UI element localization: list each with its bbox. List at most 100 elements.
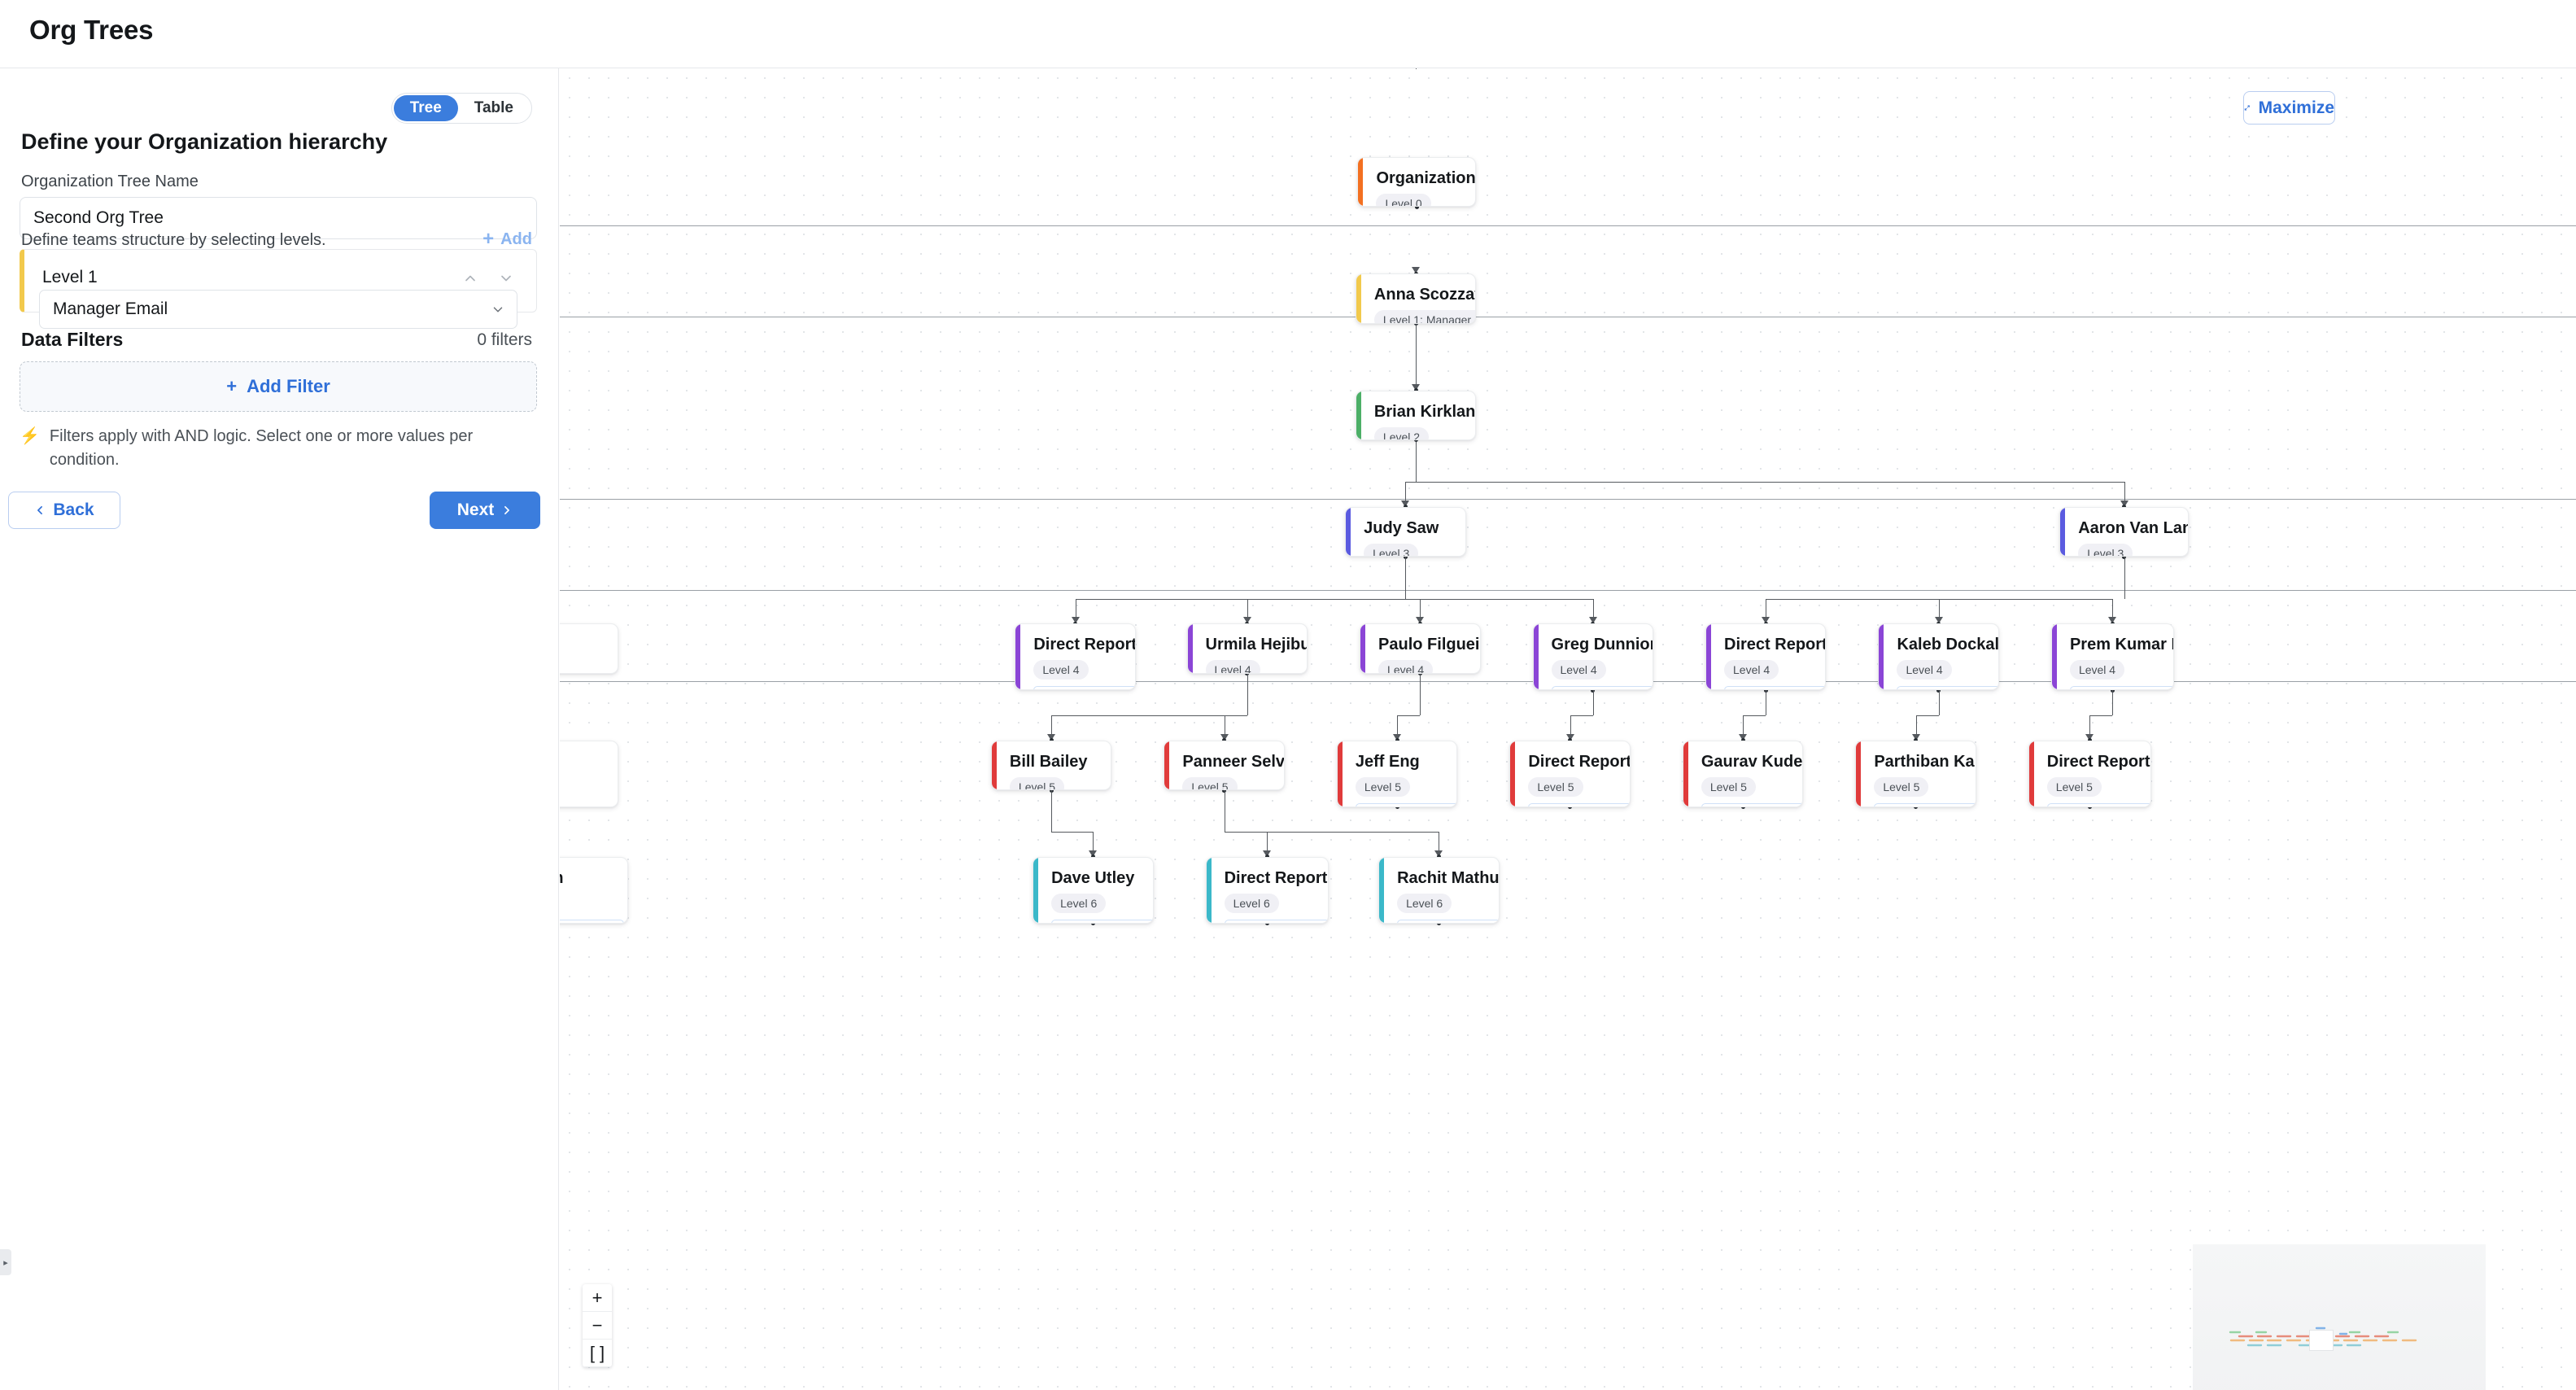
org-node-clipped[interactable]: slam 👥0 me (560, 856, 629, 924)
add-level-label: Add (500, 229, 532, 248)
view-members-button[interactable]: 👥View 8 members (1355, 802, 1457, 806)
move-level-down-button[interactable] (494, 266, 518, 291)
org-node[interactable]: Prem Kumar Kashi... Level 4 👥View 38 membe… (2050, 623, 2174, 691)
tab-tree[interactable]: Tree (393, 95, 458, 121)
node-name: Dave Utley (1051, 868, 1135, 887)
org-node[interactable]: Anna Scozzafava Level 1: Manager Email (1355, 273, 1477, 324)
node-name: Brian Kirkland (1373, 402, 1477, 421)
org-node[interactable]: Greg Dunnion Level 4 👥View 8 members (1532, 623, 1653, 691)
connector-line (1915, 715, 1939, 716)
level-field-value: Manager Email (53, 299, 168, 318)
view-members-button[interactable]: 👥0 me (560, 919, 624, 923)
node-name: Parthiban Karunan... (1874, 752, 1975, 771)
level-field-select[interactable]: Manager Email (39, 290, 517, 329)
connector-arrow (1434, 850, 1443, 857)
add-filter-button[interactable]: + Add Filter (20, 361, 537, 412)
connector-line (1416, 68, 1417, 69)
view-members-button[interactable]: 👥View 4 members (1701, 802, 1803, 806)
collapse-sidebar-handle[interactable]: ▸ (0, 1249, 11, 1275)
org-node[interactable]: Judy Saw Level 3 (1345, 506, 1466, 557)
view-members-button[interactable]: 👥View 17 members (1724, 686, 1826, 690)
connector-line (1592, 598, 1594, 624)
view-members-button[interactable]: 👥View 11 members (1397, 919, 1499, 923)
org-node[interactable]: Jeff Eng Level 5 👥View 8 members (1336, 740, 1458, 807)
node-accent-bar (1346, 507, 1351, 557)
node-level-badge: Level 4 (1378, 660, 1434, 673)
org-node[interactable]: Direct Reports of P... Level 6 👥View 24 me… (1205, 856, 1329, 924)
tree-name-input[interactable] (20, 197, 537, 239)
connector-line (1247, 598, 1248, 624)
connector-arrow (1739, 733, 1748, 741)
connector-line (1051, 832, 1094, 833)
node-level-badge: Level 6 (1397, 893, 1452, 913)
connector-arrow (1242, 617, 1251, 624)
connector-line (2124, 557, 2125, 599)
zoom-in-button[interactable]: + (583, 1284, 612, 1312)
filters-note: ⚡ Filters apply with AND logic. Select o… (20, 425, 524, 472)
connector-line (1405, 482, 1407, 507)
org-node[interactable]: Dave Utley Level 6 👥View 9 members (1033, 856, 1154, 924)
connector-line (1051, 715, 1247, 716)
org-node[interactable]: Direct Reports of P... Level 5 👥View 15 me… (2028, 740, 2151, 807)
chevron-left-icon (37, 505, 43, 515)
connector-line (1397, 715, 1421, 716)
view-members-button[interactable]: 👥View 8 members (1551, 686, 1653, 690)
node-accent-bar (1510, 741, 1516, 806)
view-members-button[interactable]: 👥View 38 members (2069, 686, 2173, 690)
connector-line (1743, 715, 1766, 716)
add-level-button[interactable]: + Add (482, 229, 532, 249)
connector-line (2124, 482, 2125, 507)
zoom-out-button[interactable]: − (583, 1312, 612, 1340)
next-button[interactable]: Next (430, 492, 540, 529)
connector-line (1938, 690, 1940, 715)
view-members-button[interactable]: 👥View 8 members (1528, 802, 1630, 806)
org-node-clipped[interactable] (560, 740, 618, 807)
org-node[interactable]: Direct Reports of ... Level 4 👥View 17 mem… (1705, 623, 1827, 691)
org-node[interactable]: Aaron Van Langen Level 3 (2059, 506, 2189, 557)
view-members-button[interactable]: 👥View 2 members (1033, 686, 1135, 690)
node-level-badge: Level 3 (1364, 543, 1419, 557)
node-accent-bar (1856, 741, 1862, 806)
view-members-button[interactable]: 👥View 9 members (1051, 919, 1153, 923)
connector-line (1224, 715, 1247, 716)
org-node[interactable]: Rachit Mathur Level 6 👥View 11 members (1378, 856, 1500, 924)
view-members-button[interactable]: 👥View 24 members (1897, 686, 1998, 690)
org-node[interactable]: Paulo Filgueira Level 4 (1360, 623, 1481, 674)
node-accent-bar (1706, 624, 1711, 690)
node-name: Kaleb Dockall (1897, 636, 1999, 654)
org-node[interactable]: Kaleb Dockall Level 4 👥View 24 members (1878, 623, 1999, 691)
org-node[interactable]: Brian Kirkland Level 2 (1355, 390, 1477, 440)
sidebar-panel: Tree Table Define your Organization hier… (0, 68, 559, 1390)
data-filters-title: Data Filters (21, 329, 124, 350)
org-node[interactable]: Gaurav Kudesiya Level 5 👥View 4 members (1682, 740, 1804, 807)
node-accent-bar (1356, 274, 1361, 323)
connector-arrow (1762, 617, 1770, 624)
node-accent-bar (1379, 857, 1385, 923)
minimap[interactable] (2193, 1244, 2486, 1390)
org-node[interactable]: Direct Reports of ... Level 5 👥View 8 memb… (1509, 740, 1631, 807)
zoom-fit-button[interactable]: [ ] (583, 1340, 612, 1367)
node-accent-bar (1683, 741, 1688, 806)
move-level-up-button[interactable] (458, 266, 482, 291)
chevron-right-icon (504, 505, 510, 515)
org-node[interactable]: Bill Bailey Level 5 (990, 740, 1112, 791)
back-button[interactable]: Back (8, 492, 120, 529)
org-node[interactable]: Parthiban Karunan... Level 5 👥View 8 membe… (1855, 740, 1976, 807)
tab-table[interactable]: Table (458, 95, 530, 121)
org-node[interactable]: Organization Level 0 (1357, 156, 1477, 208)
minimap-viewport[interactable] (2309, 1330, 2334, 1351)
view-members-button[interactable]: 👥View 15 members (2046, 802, 2150, 806)
org-node-clipped[interactable]: r (560, 623, 618, 674)
connector-arrow (1393, 733, 1402, 741)
view-members-button[interactable]: 👥View 8 members (1874, 802, 1976, 806)
org-tree-canvas[interactable]: r slam 👥0 me Organization Level 0 Anna Scozza… (560, 68, 2576, 1390)
node-level-badge: Level 4 (1724, 660, 1779, 680)
org-node[interactable]: Direct Reports of J... Level 4 👥View 2 mem… (1015, 623, 1136, 691)
connector-line (1938, 598, 1940, 624)
connector-line (2112, 598, 2114, 624)
org-node[interactable]: Urmila Hejibu Level 4 (1186, 623, 1308, 674)
org-node[interactable]: Panneer Selvam Level 5 (1164, 740, 1285, 791)
view-members-button[interactable]: 👥View 24 members (1224, 919, 1328, 923)
maximize-button[interactable]: Maximize (2243, 91, 2335, 125)
node-accent-bar (1187, 624, 1193, 673)
